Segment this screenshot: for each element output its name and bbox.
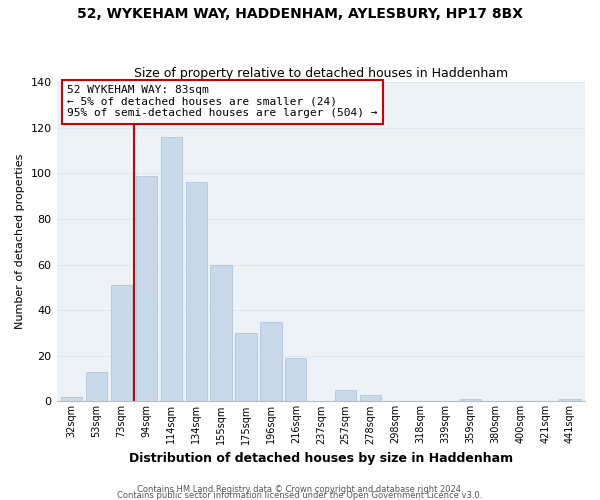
Bar: [211, 264, 232, 402]
Text: Contains public sector information licensed under the Open Government Licence v3: Contains public sector information licen…: [118, 490, 482, 500]
Bar: [285, 358, 307, 402]
Text: 52 WYKEHAM WAY: 83sqm
← 5% of detached houses are smaller (24)
95% of semi-detac: 52 WYKEHAM WAY: 83sqm ← 5% of detached h…: [67, 85, 377, 118]
Title: Size of property relative to detached houses in Haddenham: Size of property relative to detached ho…: [134, 66, 508, 80]
Bar: [235, 333, 257, 402]
Bar: [360, 394, 381, 402]
Bar: [335, 390, 356, 402]
Text: Contains HM Land Registry data © Crown copyright and database right 2024.: Contains HM Land Registry data © Crown c…: [137, 484, 463, 494]
Bar: [460, 399, 481, 402]
X-axis label: Distribution of detached houses by size in Haddenham: Distribution of detached houses by size …: [129, 452, 513, 465]
Text: 52, WYKEHAM WAY, HADDENHAM, AYLESBURY, HP17 8BX: 52, WYKEHAM WAY, HADDENHAM, AYLESBURY, H…: [77, 8, 523, 22]
Bar: [185, 182, 207, 402]
Bar: [260, 322, 281, 402]
Bar: [86, 372, 107, 402]
Y-axis label: Number of detached properties: Number of detached properties: [15, 154, 25, 330]
Bar: [136, 176, 157, 402]
Bar: [559, 399, 581, 402]
Bar: [61, 397, 82, 402]
Bar: [111, 285, 132, 402]
Bar: [161, 137, 182, 402]
